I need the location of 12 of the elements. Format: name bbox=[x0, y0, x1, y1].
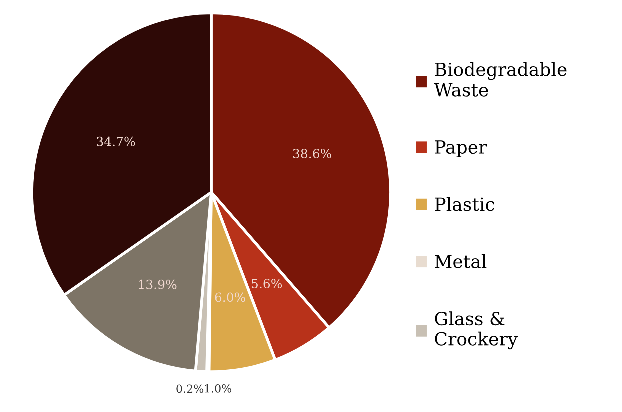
data-label: 1.0% bbox=[205, 384, 232, 393]
legend-label: Glass & Crockery bbox=[435, 312, 518, 350]
data-label: 13.9% bbox=[139, 280, 177, 290]
data-label: 38.6% bbox=[293, 148, 332, 158]
data-label: 0.2% bbox=[176, 384, 204, 394]
legend-label: Metal bbox=[435, 254, 487, 268]
data-label: 6.0% bbox=[215, 292, 246, 302]
legend-label: Biodegradable Waste bbox=[434, 62, 567, 97]
legend-label: Plastic bbox=[435, 197, 494, 212]
data-label: 34.7% bbox=[97, 136, 136, 146]
data-label: 5.6% bbox=[252, 279, 282, 288]
legend-label: Paper bbox=[435, 140, 488, 158]
